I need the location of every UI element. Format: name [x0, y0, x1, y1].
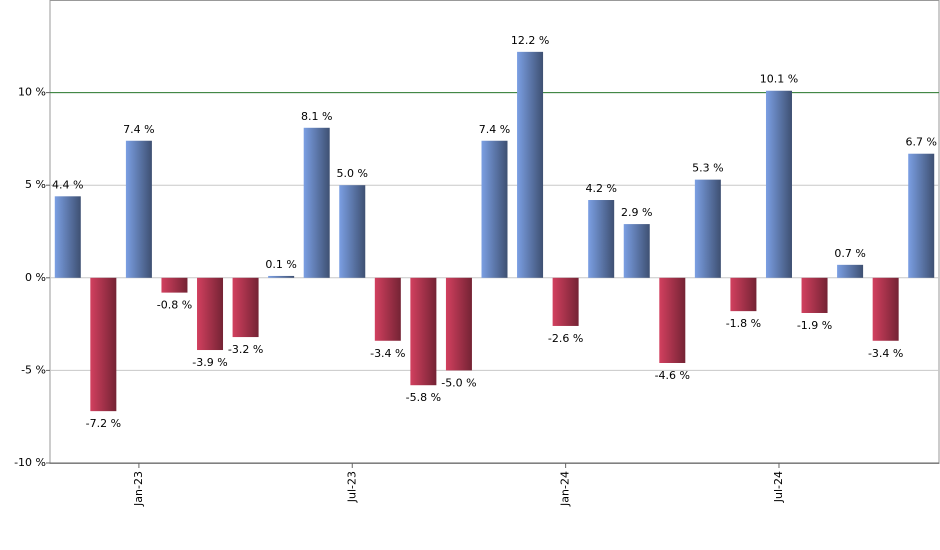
bar — [588, 200, 615, 278]
value-label: 2.9 % — [621, 206, 652, 219]
value-label: -5.8 % — [406, 391, 441, 404]
value-label: -4.6 % — [655, 369, 690, 382]
bar — [623, 224, 650, 278]
bar — [125, 140, 152, 278]
x-tick-label: Jan-24 — [559, 471, 572, 507]
value-label: 5.0 % — [337, 167, 368, 180]
value-label: -1.9 % — [797, 319, 832, 332]
bar — [90, 277, 117, 412]
bar — [765, 90, 792, 278]
bar — [339, 185, 366, 278]
bar — [552, 277, 579, 326]
bar — [481, 140, 508, 278]
value-label: -5.0 % — [441, 376, 476, 389]
y-tick-label: 10 % — [18, 86, 46, 99]
bar — [730, 277, 757, 312]
value-label: -7.2 % — [86, 417, 121, 430]
bar — [872, 277, 899, 341]
bar — [908, 153, 935, 278]
value-label: 10.1 % — [760, 73, 798, 86]
x-tick-label: Jan-23 — [132, 471, 145, 507]
value-label: 4.4 % — [52, 178, 83, 191]
bar — [410, 277, 437, 386]
value-label: 7.4 % — [123, 123, 154, 136]
value-label: 12.2 % — [511, 34, 549, 47]
value-label: 0.7 % — [834, 247, 865, 260]
value-label: 5.3 % — [692, 162, 723, 175]
y-tick-label: -10 % — [14, 456, 46, 469]
y-tick-label: 5 % — [25, 178, 46, 191]
value-label: 8.1 % — [301, 110, 332, 123]
bar — [801, 277, 828, 313]
x-tick-label: Jul-24 — [772, 471, 785, 503]
bar — [54, 196, 81, 278]
bar — [161, 277, 188, 293]
bar — [232, 277, 259, 338]
bar — [445, 277, 472, 371]
value-label: 4.2 % — [585, 182, 616, 195]
value-label: -3.4 % — [868, 347, 903, 360]
bar — [374, 277, 401, 341]
value-label: -3.9 % — [192, 356, 227, 369]
value-label: -1.8 % — [726, 317, 761, 330]
bar — [303, 127, 330, 278]
x-tick-label: Jul-23 — [345, 471, 358, 503]
bar — [837, 264, 864, 278]
y-tick-label: -5 % — [21, 363, 46, 376]
bar — [268, 275, 295, 278]
bar — [694, 179, 721, 278]
value-label: 7.4 % — [479, 123, 510, 136]
value-label: -3.2 % — [228, 343, 263, 356]
value-label: 0.1 % — [265, 258, 296, 271]
value-label: -3.4 % — [370, 347, 405, 360]
bar — [517, 51, 544, 278]
value-label: -0.8 % — [157, 299, 192, 312]
bar — [197, 277, 224, 351]
bar — [659, 277, 686, 363]
value-label: -2.6 % — [548, 332, 583, 345]
value-label: 6.7 % — [905, 136, 936, 149]
y-tick-label: 0 % — [25, 271, 46, 284]
